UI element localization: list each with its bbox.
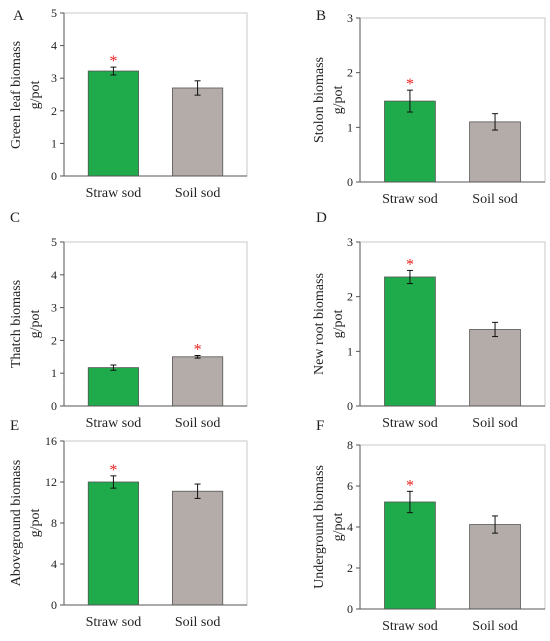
x-tick-label: Straw sod bbox=[382, 192, 438, 207]
bar bbox=[384, 100, 436, 183]
y-tick-label: 16 bbox=[45, 434, 57, 448]
y-tick-label: 5 bbox=[51, 6, 57, 20]
y-tick-label: 1 bbox=[347, 344, 353, 358]
y-tick-label: 3 bbox=[347, 11, 353, 25]
y-tick-label: 0 bbox=[347, 399, 353, 413]
y-axis-title: Thatch biomass bbox=[9, 280, 24, 368]
y-axis-unit: g/pot bbox=[331, 86, 346, 115]
y-tick-label: 0 bbox=[347, 175, 353, 189]
panel-d: D 0 1 2 3 New root biomass g/pot * Straw sod Soil… bbox=[312, 210, 546, 431]
x-tick-label: Soil sod bbox=[175, 416, 221, 431]
y-tick-label: 8 bbox=[51, 516, 57, 530]
y-tick-label: 6 bbox=[347, 479, 353, 493]
panel-b: B 0 1 2 3 Stolon biomass g/pot * Straw sod Soil s… bbox=[312, 8, 546, 207]
x-tick-label: Soil sod bbox=[472, 192, 518, 207]
x-tick-label: Soil sod bbox=[175, 615, 221, 630]
y-axis-title: Underground biomass bbox=[312, 465, 327, 589]
y-tick-label: 0 bbox=[51, 598, 57, 612]
y-tick-label: 3 bbox=[51, 301, 57, 315]
panel-label: E bbox=[10, 418, 19, 434]
y-tick-label: 1 bbox=[51, 136, 57, 150]
bar bbox=[469, 329, 521, 407]
panel-label: F bbox=[316, 418, 324, 434]
panel-a: A 0 1 2 3 4 5 Green leaf biomass g/pot * Straw sod… bbox=[9, 6, 248, 201]
significance-star: * bbox=[406, 76, 414, 93]
significance-star: * bbox=[109, 53, 117, 70]
y-tick-label: 0 bbox=[51, 399, 57, 413]
panel-f: F 0 2 4 6 8 Underground biomass g/pot * Straw sod… bbox=[312, 418, 546, 634]
x-tick-label: Soil sod bbox=[175, 186, 221, 201]
bar bbox=[172, 87, 224, 177]
significance-star: * bbox=[406, 256, 414, 273]
y-axis-title: Stolon biomass bbox=[312, 57, 327, 143]
significance-star: * bbox=[406, 477, 414, 494]
panel-label: A bbox=[13, 8, 24, 24]
bar bbox=[172, 490, 224, 606]
y-axis-unit: g/pot bbox=[28, 81, 43, 110]
bar bbox=[469, 121, 521, 183]
y-tick-label: 4 bbox=[51, 557, 57, 571]
x-tick-label: Soil sod bbox=[472, 416, 518, 431]
bar bbox=[384, 501, 436, 610]
y-tick-label: 4 bbox=[51, 39, 57, 53]
y-tick-label: 2 bbox=[347, 561, 353, 575]
y-axis-unit: g/pot bbox=[28, 310, 43, 339]
bar bbox=[87, 70, 139, 177]
y-axis-title: Aboveground biomass bbox=[9, 460, 24, 586]
y-tick-label: 2 bbox=[51, 104, 57, 118]
x-tick-label: Straw sod bbox=[382, 619, 438, 634]
y-tick-label: 12 bbox=[45, 475, 57, 489]
y-tick-label: 5 bbox=[51, 235, 57, 249]
panel-e: E 0 4 8 12 16 Aboveground biomass g/pot * Straw s… bbox=[9, 418, 248, 630]
y-tick-label: 1 bbox=[347, 120, 353, 134]
x-tick-label: Straw sod bbox=[382, 416, 438, 431]
y-tick-label: 0 bbox=[347, 602, 353, 616]
y-tick-label: 4 bbox=[51, 268, 57, 282]
significance-star: * bbox=[109, 462, 117, 479]
y-axis-unit: g/pot bbox=[28, 509, 43, 538]
y-tick-label: 2 bbox=[347, 66, 353, 80]
y-tick-label: 0 bbox=[51, 169, 57, 183]
x-tick-label: Soil sod bbox=[472, 619, 518, 634]
bar bbox=[87, 367, 139, 407]
panel-label: B bbox=[316, 8, 326, 24]
y-axis-unit: g/pot bbox=[331, 310, 346, 339]
y-tick-label: 3 bbox=[347, 235, 353, 249]
x-tick-label: Straw sod bbox=[86, 615, 142, 630]
y-tick-label: 4 bbox=[347, 520, 353, 534]
y-tick-label: 2 bbox=[347, 290, 353, 304]
y-tick-label: 3 bbox=[51, 71, 57, 85]
y-axis-unit: g/pot bbox=[331, 513, 346, 542]
significance-star: * bbox=[194, 341, 202, 358]
bar bbox=[87, 481, 139, 606]
bar bbox=[172, 356, 224, 407]
x-tick-label: Straw sod bbox=[86, 186, 142, 201]
x-tick-label: Straw sod bbox=[86, 416, 142, 431]
bar bbox=[469, 524, 521, 610]
y-axis-title: Green leaf biomass bbox=[9, 41, 24, 149]
bar bbox=[384, 276, 436, 407]
panel-c: C 0 1 2 3 4 5 Thatch biomass g/pot Straw sod * Soil… bbox=[9, 210, 248, 431]
y-tick-label: 1 bbox=[51, 366, 57, 380]
panel-label: D bbox=[316, 210, 327, 226]
y-axis-title: New root biomass bbox=[312, 273, 327, 375]
y-tick-label: 2 bbox=[51, 333, 57, 347]
panel-label: C bbox=[10, 210, 20, 226]
y-tick-label: 8 bbox=[347, 438, 353, 452]
